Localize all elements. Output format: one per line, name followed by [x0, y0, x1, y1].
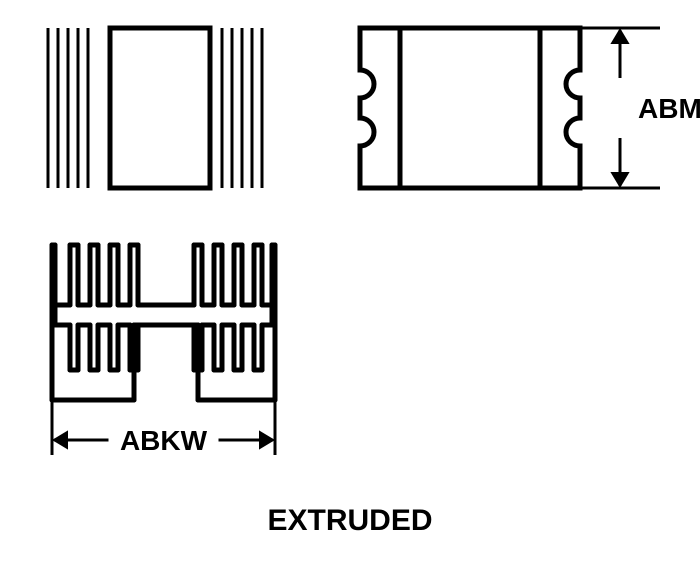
arrowhead — [52, 430, 68, 449]
dim-label-abmk: ABMK — [638, 93, 700, 124]
dim-label-abkw: ABKW — [120, 425, 208, 456]
top-left-view — [48, 28, 262, 188]
center-plate — [110, 28, 210, 188]
bottom-left-view: ABKW — [52, 245, 275, 456]
side-outline — [360, 28, 580, 188]
arrowhead — [610, 28, 629, 44]
top-right-view: ABMK — [360, 28, 700, 188]
figure-title: EXTRUDED — [267, 504, 432, 537]
arrowhead — [259, 430, 275, 449]
arrowhead — [610, 172, 629, 188]
